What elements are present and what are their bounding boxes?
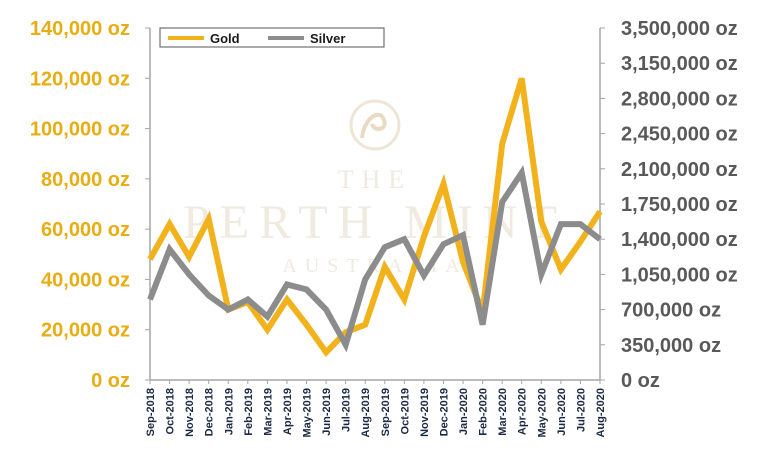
x-tick-label: Jan-2019 (223, 388, 235, 435)
x-tick-label: Dec-2018 (204, 388, 216, 436)
swan-logo-icon (349, 99, 401, 151)
right-tick-label: 2,450,000 oz (621, 124, 738, 146)
right-tick-label: 0 oz (621, 370, 660, 392)
left-tick-label: 80,000 oz (41, 169, 130, 191)
x-tick-label: Sep-2018 (145, 388, 157, 436)
series-line-silver (147, 165, 602, 353)
left-tick-label: 40,000 oz (41, 269, 130, 291)
x-tick-label: Feb-2019 (243, 388, 255, 436)
right-tick-label: 2,800,000 oz (621, 88, 738, 110)
x-tick-label: Apr-2020 (517, 388, 529, 435)
x-tick-label: Mar-2019 (262, 388, 274, 436)
right-axis-ticks: 3,500,000 oz 3,150,000 oz 2,800,000 oz 2,45… (600, 18, 738, 392)
left-tick-label: 20,000 oz (41, 320, 130, 342)
x-tick-label: Dec-2019 (438, 388, 450, 436)
left-tick-label: 0 oz (91, 370, 130, 392)
x-tick-label: Nov-2019 (419, 388, 431, 437)
x-tick-label: Oct-2019 (399, 388, 411, 434)
x-tick-label: Apr-2019 (282, 388, 294, 435)
x-tick-label: Jun-2020 (556, 388, 568, 436)
left-tick-label: 140,000 oz (30, 18, 130, 40)
x-tick-label: May-2019 (302, 388, 314, 438)
x-tick-label: Jan-2020 (458, 388, 470, 435)
right-tick-label: 1,750,000 oz (621, 194, 738, 216)
left-axis-ticks: 140,000 oz 120,000 oz 100,000 oz 80,000 oz 6… (30, 18, 150, 392)
right-tick-label: 1,050,000 oz (621, 264, 738, 286)
right-tick-label: 2,100,000 oz (621, 159, 738, 181)
x-tick-label: Jul-2019 (341, 388, 353, 432)
legend-label-silver: Silver (310, 31, 345, 46)
legend: Gold Silver (159, 27, 385, 48)
x-axis-ticks: Sep-2018 Oct-2018 Nov-2018 Dec-2018 Jan-2019… (145, 380, 607, 438)
x-tick-label: Aug-2019 (360, 388, 372, 438)
left-tick-label: 60,000 oz (41, 219, 130, 241)
right-tick-label: 3,500,000 oz (621, 18, 738, 40)
x-tick-label: Oct-2018 (165, 388, 177, 434)
watermark-line-2: PERTH MINT (183, 196, 567, 249)
right-tick-label: 700,000 oz (621, 300, 721, 322)
left-tick-label: 120,000 oz (30, 68, 130, 90)
watermark-line-1: THE (338, 165, 413, 194)
series-line-gold (147, 77, 603, 357)
x-tick-label: Aug-2020 (595, 388, 607, 438)
x-tick-label: Jun-2019 (321, 388, 333, 436)
right-tick-label: 350,000 oz (621, 335, 721, 357)
right-tick-label: 1,400,000 oz (621, 229, 738, 251)
right-tick-label: 3,150,000 oz (621, 53, 738, 75)
series-lines (147, 77, 603, 357)
legend-label-gold: Gold (210, 31, 240, 46)
x-tick-label: Nov-2018 (184, 388, 196, 437)
x-tick-label: May-2020 (536, 388, 548, 438)
left-tick-label: 100,000 oz (30, 119, 130, 141)
x-tick-label: Mar-2020 (497, 388, 509, 436)
x-tick-label: Sep-2019 (380, 388, 392, 436)
x-tick-label: Feb-2020 (478, 388, 490, 436)
x-tick-label: Jul-2020 (575, 388, 587, 432)
